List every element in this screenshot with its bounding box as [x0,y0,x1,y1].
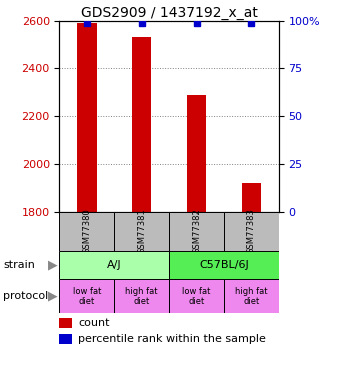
Title: GDS2909 / 1437192_x_at: GDS2909 / 1437192_x_at [81,6,258,20]
Text: percentile rank within the sample: percentile rank within the sample [78,334,266,344]
Bar [59,279,114,313]
Bar [187,95,206,212]
Bar [77,23,97,212]
Text: count: count [78,318,109,328]
Text: GSM77381: GSM77381 [137,209,146,254]
Bar [59,251,169,279]
Text: ▶: ▶ [48,290,57,303]
Bar [169,279,224,313]
Text: GSM77380: GSM77380 [82,209,91,254]
Bar [114,279,169,313]
Bar [59,212,114,251]
Text: high fat
diet: high fat diet [235,286,268,306]
Text: low fat
diet: low fat diet [182,286,211,306]
Text: A/J: A/J [107,260,122,270]
Bar [224,212,279,251]
Text: GSM77383: GSM77383 [247,209,256,255]
Text: protocol: protocol [3,291,49,301]
Text: strain: strain [3,260,35,270]
Bar [169,251,279,279]
Bar [114,212,169,251]
Text: GSM77382: GSM77382 [192,209,201,254]
Text: high fat
diet: high fat diet [125,286,158,306]
Bar [59,334,71,344]
Bar [59,318,71,328]
Bar [132,38,151,212]
Bar [224,279,279,313]
Text: low fat
diet: low fat diet [73,286,101,306]
Bar [242,183,261,212]
Text: C57BL/6J: C57BL/6J [199,260,249,270]
Text: ▶: ▶ [48,259,57,272]
Bar [169,212,224,251]
